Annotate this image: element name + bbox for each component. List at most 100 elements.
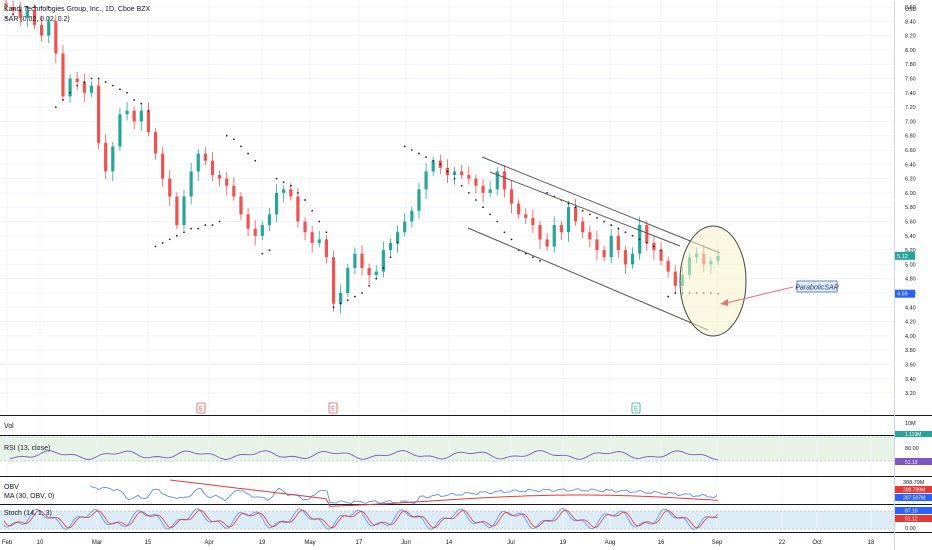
sar-dot (382, 267, 385, 269)
rsi-band (0, 437, 894, 461)
sar-dot (624, 231, 627, 234)
candle (531, 209, 535, 233)
candle-body (488, 189, 492, 193)
candle (623, 245, 628, 275)
channel-lower-line[interactable] (467, 227, 709, 331)
candle-body (481, 185, 485, 193)
obv-badge-2 (895, 494, 932, 501)
time-tick-label: Feb (2, 540, 13, 546)
candle-body (289, 189, 293, 197)
candle-body (189, 171, 193, 197)
sar-dot (297, 192, 299, 194)
stoch-badge-2 (895, 515, 932, 522)
candle-body (47, 21, 51, 36)
sar-dot (638, 238, 641, 241)
candle (630, 247, 635, 269)
earnings-marker[interactable]: E (196, 402, 206, 414)
candle-body (552, 225, 556, 247)
candle-body (253, 228, 257, 236)
annotation-box[interactable] (796, 280, 838, 293)
sar-dot (361, 292, 363, 294)
time-axis[interactable]: Feb 10 Mar 15 Apr 19 May 17 Jun 14 Jul 19 Aug 16 Sep 22… (2, 540, 875, 546)
candle-body (68, 78, 72, 97)
candle (509, 180, 514, 214)
candle (524, 207, 528, 225)
sar-dot (62, 99, 64, 101)
earnings-marker-box (328, 402, 338, 414)
sar-dot (225, 134, 228, 137)
rsi-line[interactable] (9, 450, 719, 460)
candle (125, 102, 129, 121)
candle-body (89, 85, 94, 93)
vol-badge-label: 1.119M (905, 432, 921, 438)
candle (32, 4, 37, 30)
candle (581, 217, 585, 239)
candle-body (239, 196, 243, 215)
sar-dot (432, 159, 435, 162)
candle (324, 235, 328, 264)
candle (317, 230, 321, 248)
candle (25, 6, 29, 28)
candle (545, 232, 549, 251)
sar-dot (204, 224, 207, 226)
candle (360, 245, 364, 276)
candle-body (104, 142, 108, 172)
candle-body (132, 110, 136, 122)
candle (502, 165, 506, 198)
time-tick-label: Oct (812, 540, 822, 546)
candle-body (403, 221, 407, 233)
sar-dot (389, 256, 392, 259)
channel-upper-line[interactable] (481, 156, 721, 254)
candle (75, 72, 79, 90)
time-tick-label: May (304, 540, 315, 546)
price-tick-label: 3.40 (905, 377, 916, 383)
obv-ma-line[interactable] (169, 479, 719, 507)
stoch-badge-1 (895, 507, 932, 514)
price-tick-label: 7.20 (905, 105, 916, 111)
chart-title: Kandi Technologies Group, Inc., 1D, Cboe… (4, 6, 151, 13)
stoch-d-line[interactable] (3, 509, 719, 529)
candle-body (381, 250, 385, 272)
price-axis[interactable]: 8.60 8.40 8.20 8.00 7.80 7.60 7.40 7.20 7.00 6.80… (905, 5, 916, 397)
candle (346, 263, 350, 298)
sar-dot (111, 84, 114, 87)
earnings-marker[interactable]: E (631, 402, 641, 414)
price-tick-label: 6.80 (905, 134, 916, 140)
candle (467, 166, 471, 185)
candle (424, 162, 428, 199)
sar-dot (40, 6, 43, 8)
obv-line[interactable] (89, 485, 718, 505)
candle (146, 102, 150, 137)
sar-dot (318, 220, 321, 223)
price-badge (895, 289, 915, 298)
trend-channel[interactable] (467, 156, 721, 331)
sar-dot (90, 77, 93, 80)
price-tick-label: 8.00 (905, 48, 916, 54)
candle (68, 74, 72, 103)
price-tick-label: 7.40 (905, 91, 916, 97)
candle-body (495, 171, 499, 190)
candle-body (623, 250, 628, 265)
candle (210, 152, 215, 182)
sar-dot (54, 106, 57, 108)
candle-body (353, 253, 357, 268)
price-tick-label: 5.40 (905, 234, 916, 240)
sar-dot (396, 242, 399, 244)
candle-body (161, 153, 165, 179)
rsi-badge (895, 458, 932, 465)
price-tick-label: 4.80 (905, 277, 916, 283)
annotation-arrow[interactable] (721, 286, 794, 305)
candle-body (324, 239, 328, 258)
channel-middle-line[interactable] (489, 171, 681, 247)
sar-dot (211, 224, 214, 226)
candle (410, 206, 414, 228)
candle (239, 192, 243, 221)
highlight-ellipse[interactable] (679, 225, 747, 337)
candle (203, 147, 207, 166)
vol-scale-label: 10M (905, 421, 916, 427)
sar-dot (33, 6, 36, 8)
candle-body (545, 239, 549, 247)
obv-badge-1-label: 308.799M (903, 488, 925, 494)
earnings-marker[interactable]: E (328, 402, 338, 414)
